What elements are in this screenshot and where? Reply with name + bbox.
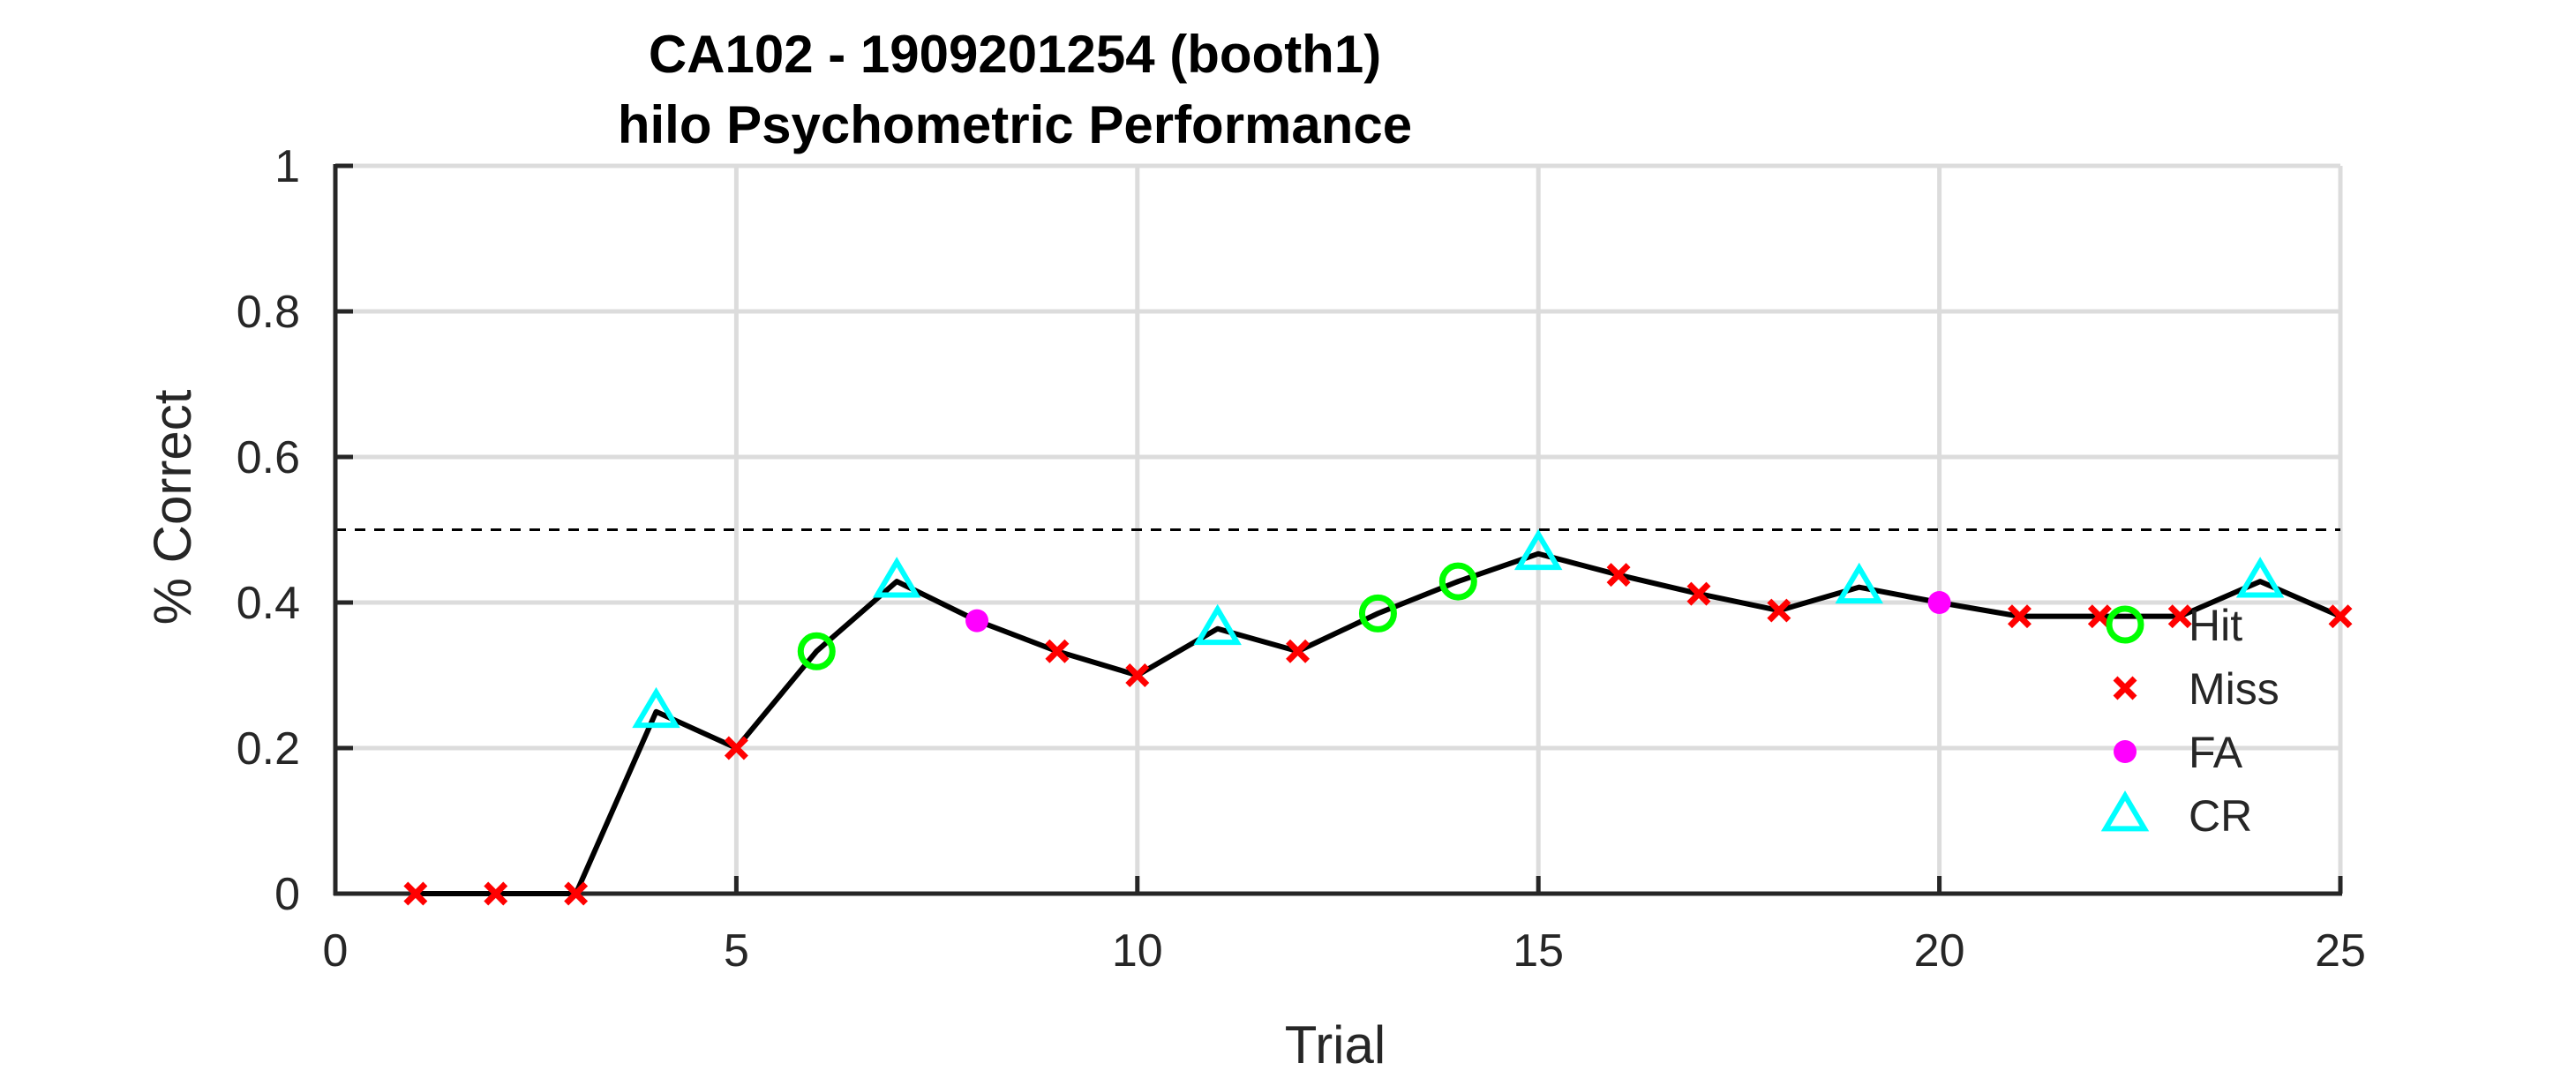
legend: Hit Miss FA CR bbox=[2100, 601, 2279, 841]
y-tick-label: 0.2 bbox=[237, 723, 300, 775]
y-axis-label: % Correct bbox=[143, 389, 202, 625]
data-point-cr bbox=[1513, 528, 1563, 571]
legend-label-cr: CR bbox=[2189, 791, 2252, 841]
x-stroke bbox=[1286, 639, 1311, 663]
x-tick-label: 20 bbox=[1914, 925, 1965, 977]
legend-marker-cr bbox=[2100, 790, 2150, 832]
legend-label-miss: Miss bbox=[2189, 664, 2279, 714]
legend-marker-fa bbox=[2114, 740, 2137, 763]
data-point-miss bbox=[564, 881, 589, 906]
legend-marker-miss bbox=[2113, 676, 2137, 700]
chart-subtitle: hilo Psychometric Performance bbox=[618, 95, 1412, 154]
x-stroke bbox=[1686, 581, 1711, 606]
axes: 0 5 10 15 20 25 0 0.2 0.4 0.6 0.8 1 bbox=[237, 141, 2366, 977]
data-point-cr bbox=[2235, 557, 2285, 598]
data-point-miss bbox=[1686, 581, 1711, 606]
data-point-cr bbox=[872, 557, 921, 598]
data-point-miss bbox=[484, 881, 508, 906]
x-stroke bbox=[1606, 563, 1631, 588]
data-point-miss bbox=[1767, 598, 1791, 623]
data-point-fa bbox=[965, 609, 989, 633]
legend-label-hit: Hit bbox=[2189, 601, 2242, 650]
x-stroke bbox=[403, 881, 428, 906]
legend-label-fa: FA bbox=[2189, 728, 2243, 777]
data-point-cr bbox=[1835, 562, 1883, 604]
x-tick-label: 0 bbox=[323, 925, 349, 977]
data-point-fa bbox=[1927, 591, 1951, 614]
x-stroke bbox=[2167, 604, 2192, 629]
data-point-miss bbox=[1606, 563, 1631, 588]
y-tick-label: 0.4 bbox=[237, 578, 300, 629]
data-point-hit bbox=[1438, 562, 1477, 601]
y-tick-label: 0 bbox=[274, 869, 300, 920]
x-tick-label: 10 bbox=[1112, 925, 1163, 977]
data-point-miss bbox=[2328, 604, 2353, 629]
series bbox=[403, 528, 2353, 906]
data-point-miss bbox=[1125, 663, 1150, 687]
data-point-miss bbox=[724, 736, 748, 760]
x-stroke bbox=[1045, 639, 1070, 663]
data-point-miss bbox=[2167, 604, 2192, 629]
data-point-miss bbox=[1045, 639, 1070, 663]
data-point-miss bbox=[2008, 604, 2032, 629]
data-point-hit bbox=[1358, 594, 1397, 633]
series-line bbox=[415, 550, 2342, 896]
chart-title: CA102 - 1909201254 (booth1) bbox=[649, 25, 1381, 84]
x-stroke bbox=[2008, 604, 2032, 629]
y-tick-label: 0.8 bbox=[237, 287, 300, 338]
data-point-cr bbox=[632, 686, 680, 729]
x-stroke bbox=[484, 881, 508, 906]
x-stroke bbox=[2113, 676, 2137, 700]
data-point-miss bbox=[1286, 639, 1311, 663]
x-tick-label: 15 bbox=[1513, 925, 1564, 977]
x-stroke bbox=[1767, 598, 1791, 623]
data-point-cr bbox=[1193, 603, 1242, 646]
x-tick-label: 25 bbox=[2315, 925, 2366, 977]
y-tick-label: 1 bbox=[274, 141, 300, 192]
x-stroke bbox=[2087, 604, 2112, 629]
x-stroke bbox=[2328, 604, 2353, 629]
x-axis-label: Trial bbox=[1285, 1015, 1386, 1074]
x-stroke bbox=[564, 881, 589, 906]
y-tick-label: 0.6 bbox=[237, 432, 300, 483]
x-tick-label: 5 bbox=[724, 925, 749, 977]
x-stroke bbox=[1125, 663, 1150, 687]
x-stroke bbox=[724, 736, 748, 760]
data-point-miss bbox=[403, 881, 428, 906]
legend-marker-hit bbox=[2106, 605, 2144, 644]
data-point-hit bbox=[797, 632, 836, 670]
